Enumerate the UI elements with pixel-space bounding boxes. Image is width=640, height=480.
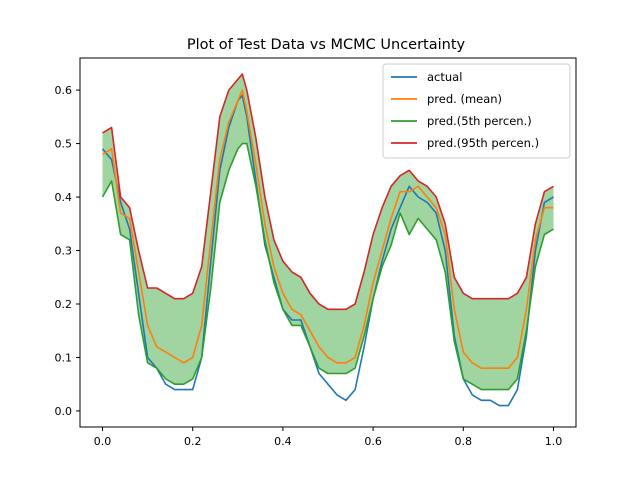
x-tick-label: 1.0: [545, 435, 563, 448]
y-tick-label: 0.2: [55, 298, 73, 311]
y-tick-label: 0.3: [55, 245, 73, 258]
x-tick-label: 0.0: [94, 435, 112, 448]
plot-layer: [101, 73, 554, 407]
legend-label-0: actual: [427, 70, 462, 84]
y-tick-label: 0.0: [55, 405, 73, 418]
series-line-0: [101, 94, 554, 407]
axes-layer: 0.0 0.2 0.4 0.6 0.8 1.0 0.0 0.1 0.2 0.3 0.4 0.5 0.6: [55, 57, 577, 448]
x-tick-label: 0.8: [455, 435, 473, 448]
x-tick-label: 0.2: [184, 435, 202, 448]
legend-label-3: pred.(95th percen.): [427, 136, 539, 150]
y-tick-label: 0.6: [55, 84, 73, 97]
series-line-1: [102, 89, 554, 370]
legend-box: [382, 63, 571, 159]
y-tick-label: 0.4: [55, 191, 73, 204]
y-tick-label: 0.5: [55, 138, 73, 151]
x-tick-label: 0.4: [274, 435, 292, 448]
series-line-2: [101, 142, 554, 391]
legend-label-1: pred. (mean): [427, 92, 502, 106]
axes-frame: [79, 57, 577, 428]
series-line-3: [102, 73, 554, 311]
legend-label-2: pred.(5th percen.): [427, 114, 532, 128]
chart-title: Plot of Test Data vs MCMC Uncertainty: [187, 37, 466, 53]
legend: actual pred. (mean) pred.(5th percen.) pred…: [382, 63, 571, 159]
x-tick-label: 0.6: [364, 435, 382, 448]
y-tick-label: 0.1: [55, 351, 73, 364]
